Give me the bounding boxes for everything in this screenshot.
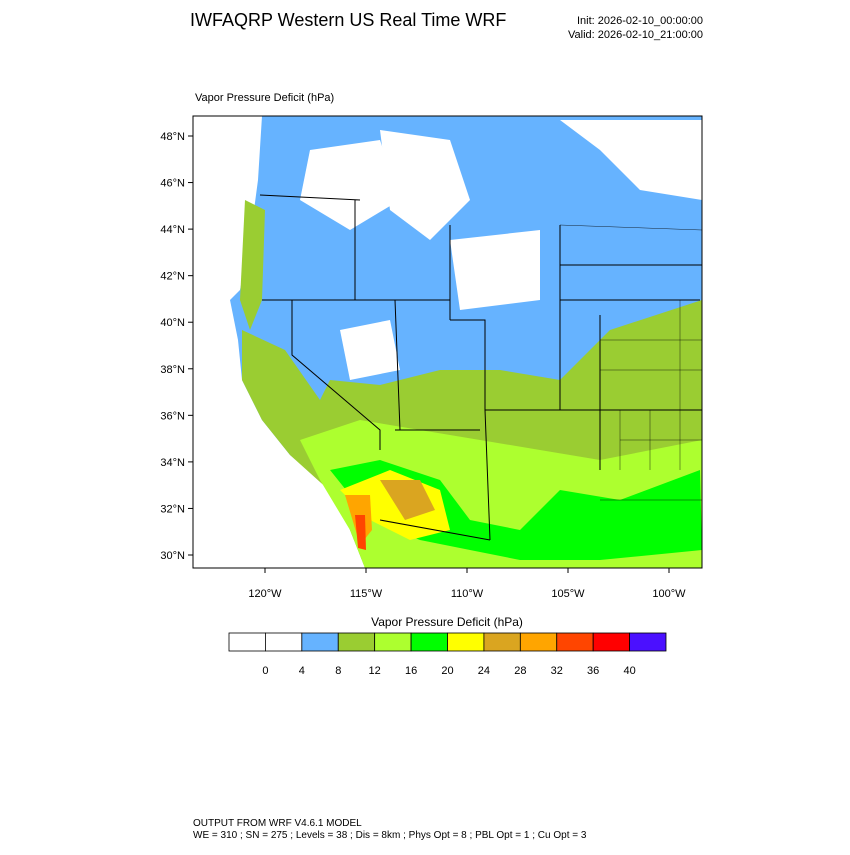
colorbar-box: [410, 632, 448, 652]
lon-tick-label: 115°W: [350, 588, 383, 600]
colorbar-level: 0: [262, 665, 268, 677]
colorbar-level: 4: [299, 665, 305, 677]
footer-line: OUTPUT FROM WRF V4.6.1 MODEL: [193, 818, 362, 829]
colorbar-label: Vapor Pressure Deficit (hPa): [371, 615, 523, 629]
title: IWFAQRP Western US Real Time WRF: [190, 10, 506, 30]
colorbar-level: 36: [587, 665, 599, 677]
lon-tick-label: 100°W: [652, 588, 686, 600]
lat-tick-label: 30°N: [160, 550, 185, 562]
lat-tick-label: 38°N: [160, 364, 185, 376]
lon-tick-label: 105°W: [551, 588, 585, 600]
lat-tick-label: 46°N: [160, 178, 185, 190]
lat-tick-label: 40°N: [160, 317, 185, 329]
lat-tick-label: 48°N: [160, 131, 185, 143]
colorbar-box: [519, 632, 558, 652]
colorbar-box: [483, 632, 521, 652]
footer-line: WE = 310 ; SN = 275 ; Levels = 38 ; Dis …: [193, 830, 587, 841]
lon-tick-label: 110°W: [451, 588, 484, 600]
init-time: Init: 2026-02-10_00:00:00: [577, 15, 703, 27]
colorbar-box: [374, 632, 412, 652]
colorbar-level: 12: [369, 665, 381, 677]
map-label: Vapor Pressure Deficit (hPa): [195, 92, 334, 104]
colorbar-level: 16: [405, 665, 417, 677]
colorbar-box: [265, 632, 303, 652]
colorbar-level: 32: [551, 665, 563, 677]
lat-tick-label: 42°N: [160, 271, 185, 283]
colorbar-box: [629, 632, 667, 652]
colorbar-box: [301, 632, 339, 652]
colorbar-box: [556, 632, 594, 652]
colorbar-level: 20: [441, 665, 453, 677]
lon-tick-label: 120°W: [248, 588, 282, 600]
colorbar-box: [228, 632, 266, 652]
lat-tick-label: 34°N: [160, 457, 185, 469]
lat-tick-label: 36°N: [160, 410, 185, 422]
colorbar-box: [592, 632, 630, 652]
map-frame: [192, 115, 703, 569]
colorbar-box: [337, 632, 376, 652]
colorbar-box: [447, 632, 485, 652]
lat-tick-label: 32°N: [160, 503, 185, 515]
colorbar-level: 40: [623, 665, 635, 677]
colorbar-level: 24: [478, 665, 490, 677]
valid-time: Valid: 2026-02-10_21:00:00: [568, 29, 703, 41]
lat-tick-label: 44°N: [160, 224, 185, 236]
colorbar-level: 8: [335, 665, 341, 677]
colorbar-level: 28: [514, 665, 526, 677]
map: [193, 116, 702, 568]
